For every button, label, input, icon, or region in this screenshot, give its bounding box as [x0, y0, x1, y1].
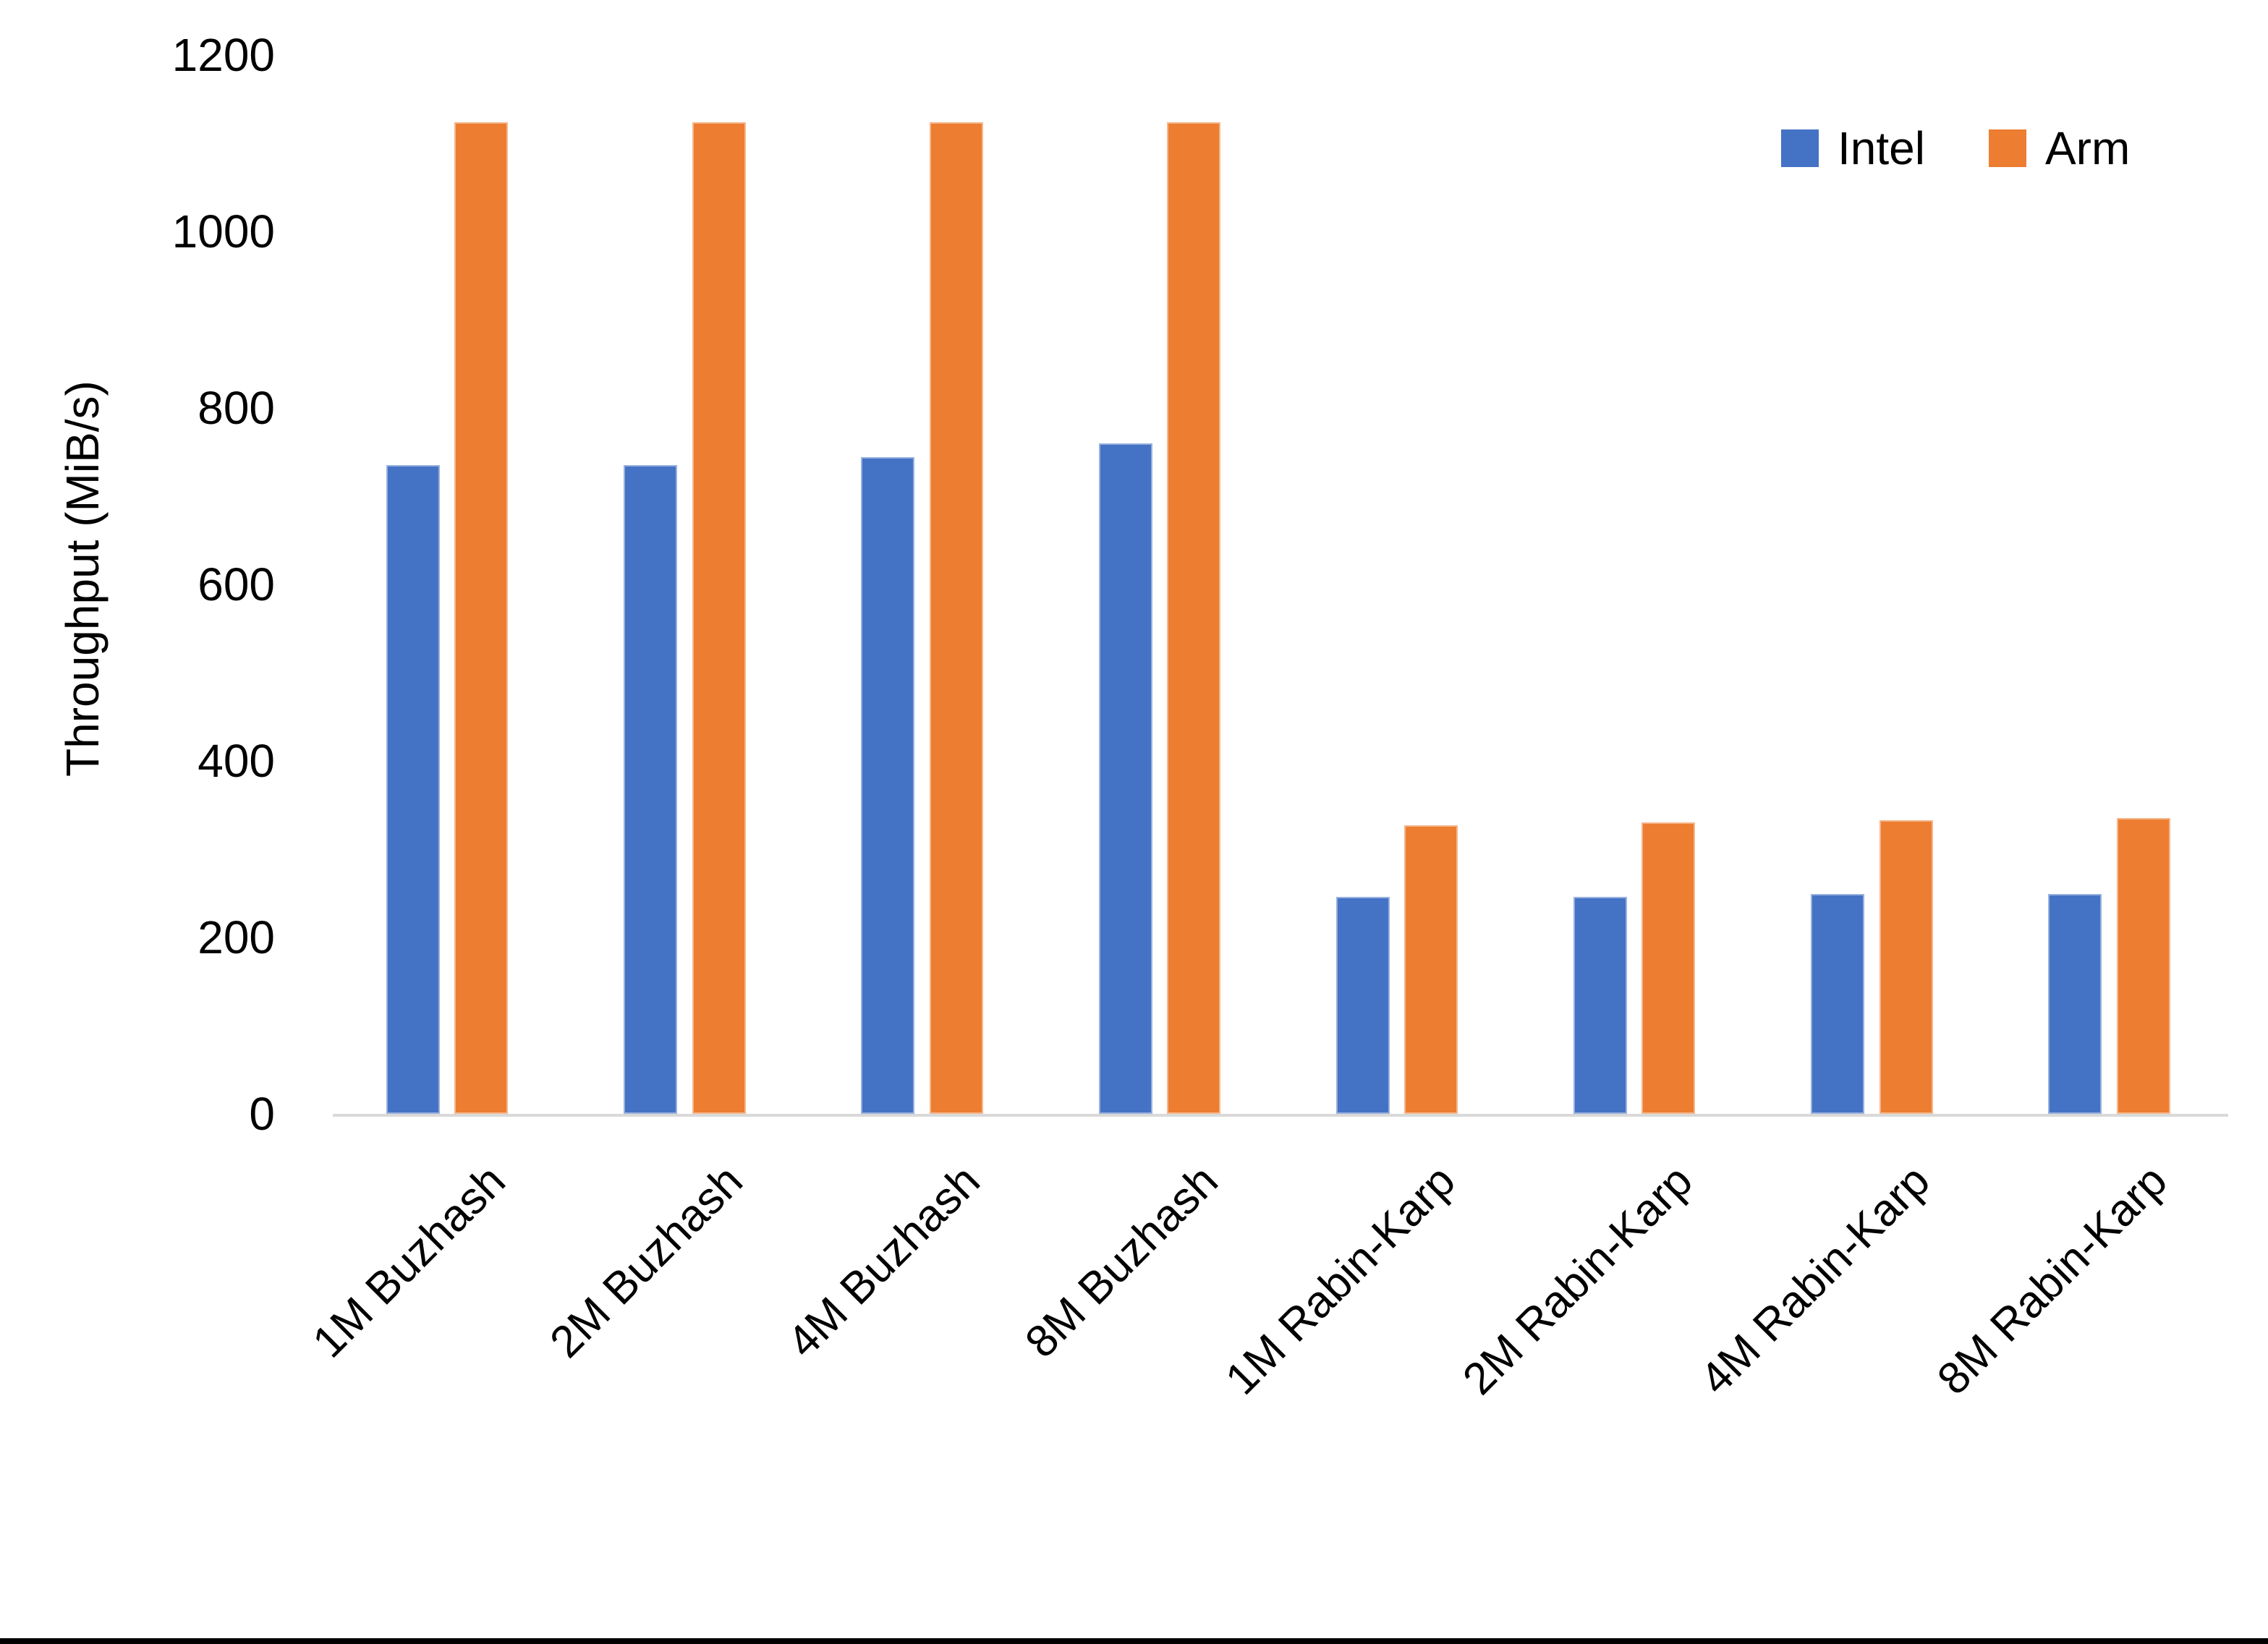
legend: Intel Arm [1781, 122, 2130, 175]
bar-arm-3 [929, 122, 983, 1114]
x-axis-line [333, 1114, 2228, 1117]
y-tick-label: 800 [198, 382, 275, 434]
bar-arm-2 [692, 122, 746, 1114]
bar-intel-2 [624, 465, 678, 1114]
bar-intel-4 [1098, 443, 1152, 1114]
legend-label-intel: Intel [1838, 122, 1925, 174]
bar-intel-5 [1335, 896, 1390, 1114]
y-tick-label: 600 [198, 558, 275, 610]
legend-item-arm: Arm [1988, 122, 2131, 175]
bar-intel-6 [1573, 896, 1627, 1114]
y-tick-label: 1200 [171, 29, 275, 81]
legend-label-arm: Arm [2044, 122, 2131, 174]
bar-intel-3 [861, 457, 915, 1114]
legend-swatch-intel [1781, 129, 1819, 167]
y-tick-label: 400 [198, 735, 275, 787]
y-tick-label: 1000 [171, 205, 275, 257]
bottom-border-bar [0, 1638, 2268, 1644]
bar-arm-5 [1404, 825, 1458, 1114]
bar-intel-7 [1811, 894, 1865, 1114]
bar-arm-7 [1879, 819, 1933, 1114]
bar-arm-6 [1641, 822, 1696, 1114]
legend-item-intel: Intel [1781, 122, 1925, 175]
bar-intel-8 [2048, 894, 2102, 1114]
y-tick-label: 200 [198, 911, 275, 963]
y-tick-label: 0 [249, 1088, 275, 1140]
bar-arm-8 [2116, 818, 2170, 1114]
bar-arm-4 [1166, 122, 1220, 1114]
bar-intel-1 [386, 465, 440, 1114]
bar-arm-1 [454, 122, 509, 1114]
legend-swatch-arm [1988, 129, 2026, 167]
